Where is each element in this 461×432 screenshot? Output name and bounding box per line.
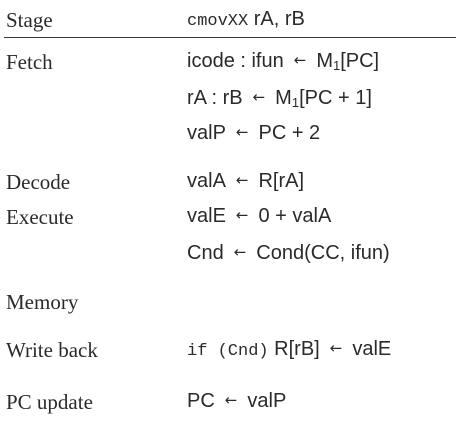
stage-column-header: Stage — [6, 8, 53, 32]
stage-fetch: Fetch — [6, 50, 53, 74]
pc-update-line: PC ← valP — [187, 390, 287, 412]
stage-pc-update: PC update — [6, 390, 93, 414]
stage-memory: Memory — [6, 290, 79, 314]
execute-line-vale: valE ← 0 + valA — [187, 205, 332, 227]
arrow-icon: ← — [235, 171, 249, 189]
fetch-line-valp: valP ← PC + 2 — [187, 122, 321, 144]
arrow-icon: ← — [224, 391, 238, 409]
arrow-icon: ← — [252, 88, 266, 106]
execute-line-cnd: Cnd ← Cond(CC, ifun) — [187, 242, 390, 264]
fetch-line-registers: rA : rB ← M1[PC + 1] — [187, 87, 372, 110]
arrow-icon: ← — [293, 51, 307, 69]
arrow-icon: ← — [235, 206, 249, 224]
instruction-mnemonic: cmovXX — [187, 12, 249, 31]
arrow-icon: ← — [329, 339, 343, 357]
arrow-icon: ← — [235, 123, 249, 141]
stage-decode: Decode — [6, 170, 71, 194]
instruction-header: cmovXX rA, rB — [187, 8, 305, 31]
arrow-icon: ← — [233, 243, 247, 261]
header-divider — [4, 37, 456, 38]
decode-line-vala: valA ← R[rA] — [187, 170, 305, 192]
instruction-operands: rA, rB — [248, 8, 305, 30]
fetch-line-icode: icode : ifun ← M1[PC] — [187, 50, 380, 73]
write-back-line: if (Cnd) R[rB] ← valE — [187, 338, 392, 361]
stage-write-back: Write back — [6, 338, 98, 362]
stage-execute: Execute — [6, 205, 74, 229]
